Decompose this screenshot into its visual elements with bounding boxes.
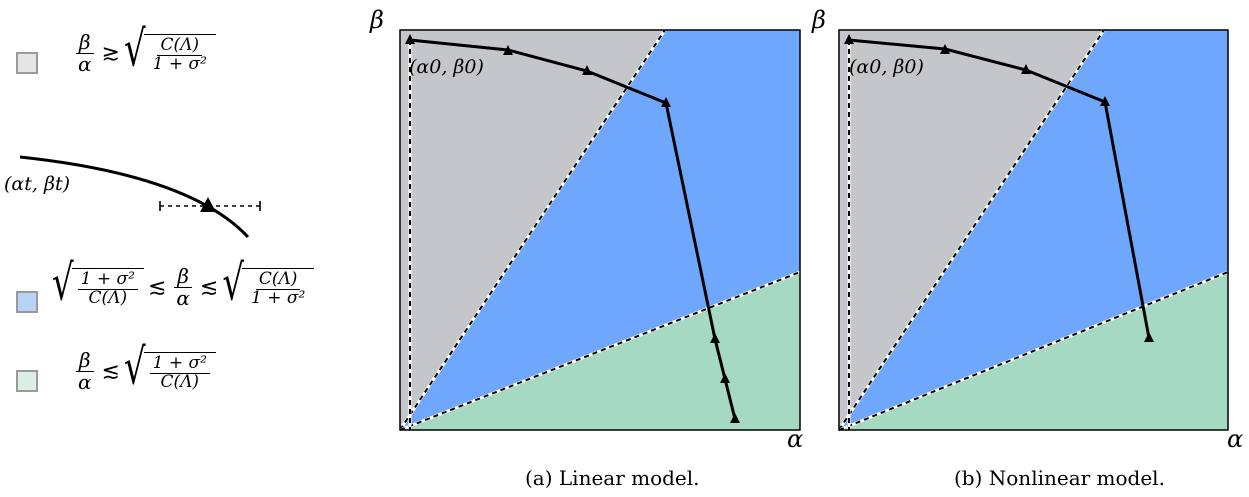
triangle-marker [844, 34, 854, 44]
legend-swatch-green [16, 370, 38, 392]
sqrt: √ C(Λ) 1 + σ² [124, 25, 216, 74]
frac-den: α [176, 286, 190, 310]
triangle-marker [1100, 96, 1110, 106]
frac-den: C(Λ) [88, 287, 128, 308]
frac-den: α [78, 370, 92, 394]
y-axis-label: β [812, 6, 826, 34]
frac-num: β [174, 266, 192, 288]
legend-text-blue: √ 1 + σ² C(Λ) ≲ β α ≲ √ C(Λ) 1 + σ² [52, 259, 315, 310]
triangle-marker [661, 97, 671, 107]
panel-caption: (a) Linear model. [525, 466, 700, 490]
start-point-label: (α0, β0) [849, 56, 924, 78]
relation-symbol: ≳ [101, 41, 120, 66]
frac-den: 1 + σ² [152, 53, 207, 74]
triangle-marker [940, 44, 950, 54]
frac-den: C(Λ) [160, 371, 200, 392]
relation-symbol: ≲ [101, 359, 120, 384]
frac-num: β [75, 32, 94, 54]
triangle-marker [582, 65, 592, 75]
triangle-marker [200, 197, 216, 212]
triangle-marker [1144, 332, 1154, 342]
legend-trajectory [19, 155, 261, 239]
legend-text-gray: β α ≳ √ C(Λ) 1 + σ² [72, 25, 216, 76]
legend-swatch-gray [16, 52, 38, 74]
triangle-marker [405, 34, 415, 44]
y-axis-label: β [370, 6, 384, 34]
blue-region [839, 30, 1228, 430]
frac-num: C(Λ) [255, 270, 301, 290]
triangle-marker [710, 333, 720, 343]
triangle-marker [720, 373, 730, 383]
plot-linear [398, 29, 801, 432]
frac-num: 1 + σ² [77, 270, 138, 290]
plot-nonlinear [837, 29, 1229, 432]
relation-symbol: ≲ [147, 275, 167, 300]
legend-text-green: β α ≲ √ 1 + σ² C(Λ) [72, 343, 216, 394]
legend-trajectory-label: (αt, βt) [4, 173, 70, 195]
panel-caption: (b) Nonlinear model. [954, 466, 1165, 490]
frac-num: 1 + σ² [149, 354, 210, 374]
frac-num: β [75, 350, 94, 372]
boundary-lower [399, 270, 801, 432]
start-point-label: (α0, β0) [409, 56, 484, 78]
frac-num: C(Λ) [157, 36, 203, 56]
x-axis-label: α [787, 425, 804, 453]
triangle-marker [503, 45, 513, 55]
frac-den: α [78, 52, 92, 76]
frac-den: 1 + σ² [251, 287, 306, 308]
x-axis-label: α [1227, 425, 1244, 453]
triangle-marker [1021, 64, 1031, 74]
trajectory-curve [19, 155, 250, 239]
legend-swatch-blue [16, 291, 38, 313]
triangle-marker [730, 413, 740, 423]
relation-symbol: ≲ [199, 275, 219, 300]
blue-region [400, 30, 800, 430]
